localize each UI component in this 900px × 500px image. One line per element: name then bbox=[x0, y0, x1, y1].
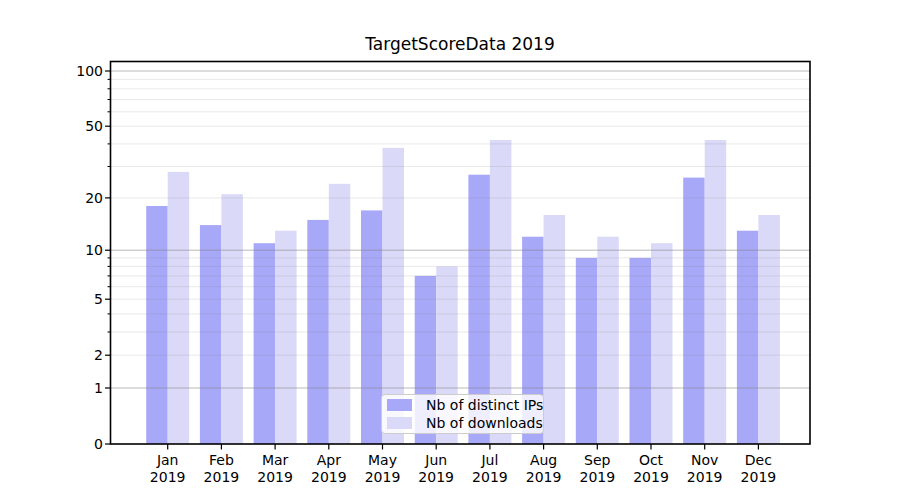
legend-item-distinct-ips: Nb of distinct IPs bbox=[387, 397, 543, 413]
bar-downloads-jan bbox=[168, 172, 190, 444]
y-tick-label-50: 50 bbox=[51, 117, 103, 135]
bar-downloads-nov bbox=[705, 140, 727, 444]
chart-title: TargetScoreData 2019 bbox=[110, 34, 810, 54]
bar-distinct-ips-dec bbox=[737, 231, 759, 444]
bar-distinct-ips-mar bbox=[254, 243, 276, 444]
legend-label-downloads: Nb of downloads bbox=[426, 415, 543, 431]
chart-figure: TargetScoreData 2019 0125102050100 Jan 2… bbox=[0, 0, 900, 500]
y-tick-label-0: 0 bbox=[51, 435, 103, 453]
bar-downloads-dec bbox=[758, 215, 780, 444]
y-tick-label-20: 20 bbox=[51, 189, 103, 207]
bar-distinct-ips-nov bbox=[683, 178, 705, 444]
y-tick-label-10: 10 bbox=[51, 241, 103, 259]
legend-item-downloads: Nb of downloads bbox=[387, 415, 543, 431]
bar-distinct-ips-may bbox=[361, 210, 383, 444]
bar-distinct-ips-jan bbox=[146, 206, 168, 444]
legend-box: Nb of distinct IPs Nb of downloads bbox=[381, 394, 544, 434]
bar-downloads-feb bbox=[221, 194, 243, 444]
bar-downloads-sep bbox=[597, 237, 619, 444]
y-tick-label-100: 100 bbox=[51, 62, 103, 80]
y-tick-label-1: 1 bbox=[51, 379, 103, 397]
legend-swatch-downloads bbox=[387, 417, 412, 429]
y-tick-label-2: 2 bbox=[51, 346, 103, 364]
bar-distinct-ips-sep bbox=[576, 258, 598, 444]
x-tick-label-dec: Dec 2019 bbox=[726, 452, 790, 486]
legend-swatch-distinct-ips bbox=[387, 399, 412, 411]
bar-distinct-ips-oct bbox=[630, 258, 652, 444]
bar-downloads-aug bbox=[544, 215, 566, 444]
bar-downloads-mar bbox=[275, 231, 297, 444]
legend-label-distinct-ips: Nb of distinct IPs bbox=[426, 397, 543, 413]
bar-downloads-oct bbox=[651, 243, 673, 444]
y-tick-label-5: 5 bbox=[51, 290, 103, 308]
